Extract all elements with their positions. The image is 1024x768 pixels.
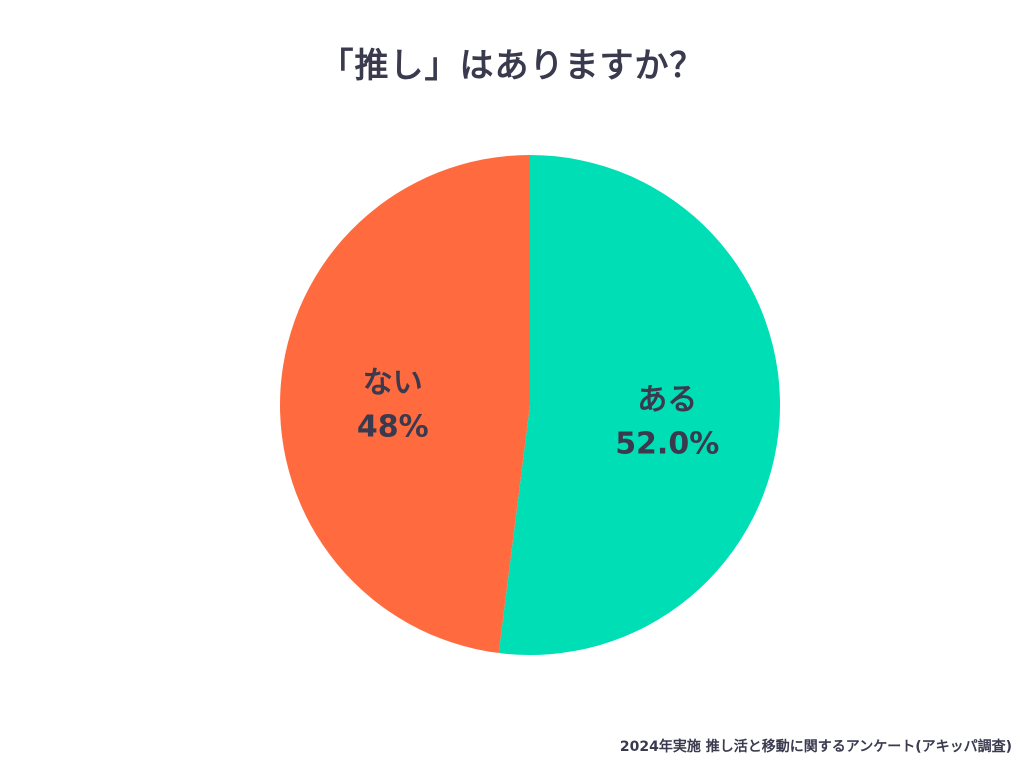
slice-label-2: ない	[363, 365, 423, 400]
source-note: 2024年実施 推し活と移動に関するアンケート(アキッパ調査)	[619, 739, 1012, 755]
slice-value-2: 48%	[357, 409, 429, 444]
pie-slices	[279, 155, 780, 655]
pie-slice-1	[498, 155, 780, 655]
slice-value-1: 52.0%	[615, 427, 719, 462]
pie-slice-2	[279, 155, 530, 654]
chart-title: 「推し」はありますか？	[319, 46, 705, 86]
slice-label-1: ある	[637, 383, 697, 418]
pie-labels: ある 52.0% ない 48%	[357, 365, 719, 461]
